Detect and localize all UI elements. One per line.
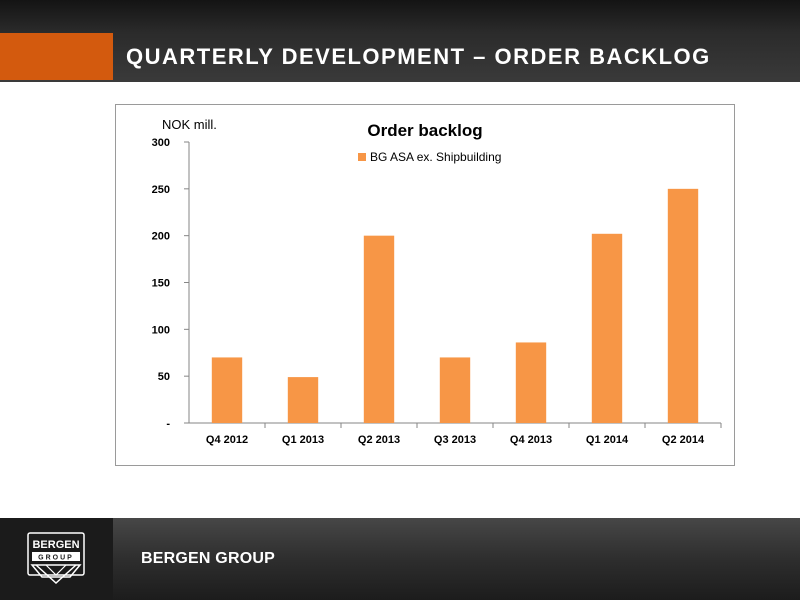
- y-axis-unit-label: NOK mill.: [162, 117, 217, 132]
- bar: [287, 377, 319, 423]
- footer-logo-panel: BERGEN GROUP: [0, 518, 113, 600]
- y-tick-label: 50: [158, 371, 170, 383]
- bar: [515, 342, 547, 423]
- footer-company-name: BERGEN GROUP: [141, 550, 275, 567]
- bar: [363, 235, 395, 423]
- y-tick-label: -: [166, 418, 170, 430]
- y-tick-label: 200: [152, 231, 170, 243]
- chart-title: Order backlog: [367, 121, 482, 140]
- slide-footer: BERGEN GROUP BERGEN GROUP: [0, 518, 800, 600]
- bergen-group-logo: BERGEN GROUP: [27, 532, 85, 585]
- x-tick-label: Q2 2014: [662, 434, 705, 446]
- y-tick-label: 150: [152, 278, 170, 290]
- legend-swatch: [358, 153, 366, 161]
- x-tick-label: Q4 2012: [206, 434, 248, 446]
- x-tick-label: Q4 2013: [510, 434, 552, 446]
- logo-text-top: BERGEN: [32, 539, 79, 551]
- x-tick-label: Q1 2013: [282, 434, 324, 446]
- chart-tick-labels: - 50 100 150 200 250 300 Q4 2012 Q1 2013 Q2 2013 Q…: [152, 137, 705, 446]
- x-tick-label: Q2 2013: [358, 434, 400, 446]
- legend-label: BG ASA ex. Shipbuilding: [370, 150, 501, 164]
- x-tick-label: Q1 2014: [586, 434, 629, 446]
- chart-axes: [184, 141, 722, 428]
- logo-text-bottom: GROUP: [38, 555, 74, 562]
- chart-svg: NOK mill. Order backlog BG ASA ex. Shipb…: [152, 117, 722, 446]
- bar: [667, 188, 699, 423]
- order-backlog-chart: NOK mill. Order backlog BG ASA ex. Shipb…: [115, 104, 735, 466]
- bar: [439, 357, 471, 423]
- bar: [591, 233, 623, 423]
- y-tick-label: 300: [152, 137, 170, 149]
- header-accent-block: [0, 33, 113, 80]
- x-tick-label: Q3 2013: [434, 434, 476, 446]
- bar: [211, 357, 243, 423]
- slide-header: QUARTERLY DEVELOPMENT – ORDER BACKLOG: [0, 0, 800, 82]
- y-tick-label: 250: [152, 184, 170, 196]
- slide-title: QUARTERLY DEVELOPMENT – ORDER BACKLOG: [126, 44, 711, 69]
- chart-bars: [211, 188, 699, 423]
- y-tick-label: 100: [152, 324, 170, 336]
